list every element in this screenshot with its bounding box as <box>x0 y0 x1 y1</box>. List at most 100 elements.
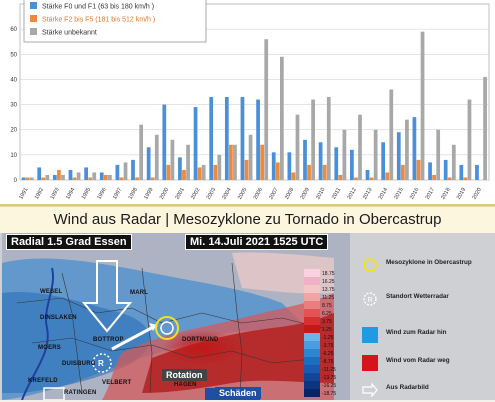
bar <box>162 104 167 180</box>
bar <box>354 177 358 180</box>
x-tick-label: 1998 <box>128 187 139 201</box>
bar <box>244 159 249 180</box>
bar <box>311 99 315 180</box>
x-tick-label: 1995 <box>81 187 92 201</box>
bar <box>432 174 436 180</box>
x-tick-label: 2019 <box>456 187 467 201</box>
bar <box>451 144 456 180</box>
bar <box>103 174 108 180</box>
scale-label: 3.75 <box>322 319 332 325</box>
bar <box>338 174 343 180</box>
x-tick-label: 2018 <box>440 187 451 201</box>
bar <box>365 169 370 180</box>
scale-swatch <box>304 365 320 373</box>
bar <box>350 149 354 180</box>
bar <box>41 177 46 180</box>
scale-label: -18.75 <box>322 391 336 397</box>
y-tick-label: 0 <box>14 178 18 184</box>
y-tick-label: 20 <box>10 128 17 134</box>
city-label: DUISBURG <box>62 361 96 367</box>
bar <box>72 177 77 180</box>
city-label: HAGEN <box>174 382 197 388</box>
bar <box>146 147 151 180</box>
radar-map: 18.75 16.25 13.75 11.25 8.75 6.25 3.75 1.25 -1.2… <box>2 233 350 400</box>
bar <box>475 164 479 180</box>
bar <box>150 177 155 180</box>
bar <box>318 142 323 180</box>
bar <box>21 177 26 180</box>
city-label: VELBERT <box>102 380 132 386</box>
x-tick-label: 1991 <box>18 187 29 201</box>
legend-label: Wind zum Radar hin <box>386 329 447 336</box>
bar <box>412 117 417 180</box>
x-tick-label: 1996 <box>96 187 107 201</box>
x-tick-label: 2001 <box>175 187 186 201</box>
arrow-icon <box>362 382 378 398</box>
bar <box>295 114 300 180</box>
legend-swatch <box>30 2 37 9</box>
x-tick-label: 1993 <box>49 187 60 201</box>
scale-swatch <box>304 325 320 333</box>
scale-label: -6.25 <box>322 351 334 357</box>
bar <box>37 167 42 180</box>
x-tick-label: 2005 <box>237 187 248 201</box>
scale-swatch <box>304 309 320 317</box>
bar <box>447 177 452 180</box>
scale-swatch <box>304 277 320 285</box>
bar <box>92 172 97 180</box>
x-tick-label: 2009 <box>300 187 311 201</box>
x-tick-label: 1992 <box>34 187 45 201</box>
bar <box>260 144 265 180</box>
bar <box>186 144 190 180</box>
bar <box>428 162 432 180</box>
legend-item: Wind zum Radar hin <box>356 325 495 347</box>
bar <box>182 169 186 180</box>
y-tick-label: 50 <box>10 52 17 58</box>
scale-swatch <box>304 301 320 309</box>
bar <box>463 177 468 180</box>
bar <box>88 177 93 180</box>
bar <box>131 159 135 180</box>
bar <box>108 174 112 180</box>
scale-swatch <box>304 349 320 357</box>
legend-item: R Standort Wetterradar <box>356 289 495 311</box>
bar <box>240 97 245 180</box>
city-label: MOERS <box>38 345 62 351</box>
scale-swatch <box>304 333 320 341</box>
scale-label: -16.25 <box>322 383 336 389</box>
page-title: Wind aus Radar | Mesozyklone zu Tornado … <box>0 206 495 234</box>
scale-label: 8.75 <box>322 303 332 309</box>
bar <box>61 174 65 180</box>
bar <box>400 164 405 180</box>
x-tick-label: 2015 <box>393 187 404 201</box>
legend-entry: Stärke unbekannt <box>42 30 97 37</box>
city-label: RATINGEN <box>64 390 97 396</box>
bar <box>233 144 237 180</box>
bar <box>178 157 182 180</box>
bar <box>213 164 218 180</box>
scale-label: 11.25 <box>322 295 334 301</box>
bar <box>229 144 233 180</box>
legend-item: Aus Radarbild <box>356 380 495 402</box>
bar <box>443 159 448 180</box>
bar <box>135 177 139 180</box>
city-label: DINSLAKEN <box>40 315 77 321</box>
radar-station-title: Radial 1.5 Grad Essen <box>6 234 132 250</box>
legend-entry: Stärke F0 und F1 (63 bis 180 km/h ) <box>42 4 154 11</box>
city-label: WESEL <box>40 289 63 295</box>
legend-label: Aus Radarbild <box>386 384 429 391</box>
bar <box>275 162 280 180</box>
scale-label: 16.25 <box>322 279 335 285</box>
scale-label: -8.75 <box>322 359 334 365</box>
bar <box>197 167 202 180</box>
bar <box>381 142 386 180</box>
wind-arrow-icon <box>81 260 133 333</box>
bar <box>373 129 378 180</box>
scale-swatch <box>304 389 320 397</box>
bar <box>303 139 307 180</box>
scale-label: 18.75 <box>322 271 335 277</box>
legend-label: Wind vom Radar weg <box>386 357 450 364</box>
scale-swatch <box>304 381 320 389</box>
bar <box>217 154 222 180</box>
y-tick-label: 30 <box>10 103 17 109</box>
